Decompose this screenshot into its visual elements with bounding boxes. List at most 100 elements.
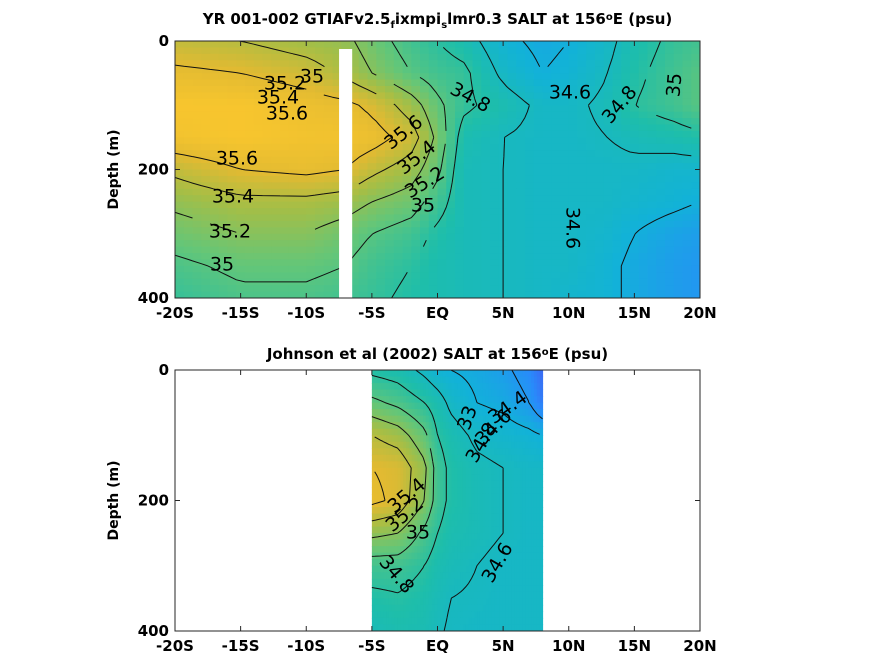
salinity-cell bbox=[525, 163, 535, 171]
salinity-cell bbox=[528, 611, 532, 619]
salinity-cell bbox=[175, 291, 185, 298]
salinity-cell bbox=[665, 227, 675, 235]
salinity-cell bbox=[536, 578, 541, 586]
salinity-cell bbox=[455, 259, 465, 267]
salinity-cell bbox=[481, 208, 491, 216]
salinity-cell bbox=[491, 559, 495, 567]
salinity-cell bbox=[288, 182, 299, 190]
salinity-cell bbox=[374, 526, 379, 534]
salinity-cell bbox=[612, 175, 622, 183]
salinity-cell bbox=[425, 467, 430, 476]
salinity-cell bbox=[595, 220, 605, 228]
salinity-cell bbox=[383, 389, 387, 397]
salinity-cell bbox=[499, 572, 504, 580]
salinity-cell bbox=[481, 163, 491, 171]
salinity-cell bbox=[477, 461, 481, 469]
salinity-cell bbox=[210, 214, 220, 222]
salinity-cell bbox=[271, 143, 281, 151]
salinity-cell bbox=[474, 546, 478, 554]
salinity-cell bbox=[414, 448, 418, 456]
salinity-cell bbox=[358, 137, 369, 145]
salinity-cell bbox=[472, 124, 482, 132]
salinity-cell bbox=[502, 552, 507, 560]
salinity-cell bbox=[374, 611, 379, 619]
salinity-cell bbox=[533, 533, 538, 541]
salinity-cell bbox=[377, 422, 381, 430]
salinity-cell bbox=[388, 370, 393, 378]
salinity-cell bbox=[502, 415, 507, 423]
salinity-cell bbox=[297, 92, 307, 100]
salinity-cell bbox=[482, 500, 487, 508]
salinity-cell bbox=[445, 624, 450, 631]
salinity-cell bbox=[403, 526, 407, 534]
salinity-cell bbox=[183, 98, 194, 106]
salinity-cell bbox=[485, 467, 490, 476]
salinity-cell bbox=[525, 389, 529, 397]
salinity-cell bbox=[403, 539, 407, 547]
salinity-cell bbox=[332, 175, 342, 183]
salinity-cell bbox=[682, 175, 692, 183]
salinity-cell bbox=[638, 47, 649, 55]
salinity-cell bbox=[463, 253, 474, 261]
salinity-cell bbox=[505, 598, 509, 606]
salinity-cell bbox=[440, 546, 444, 554]
salinity-cell bbox=[472, 98, 482, 106]
salinity-cell bbox=[437, 520, 441, 528]
salinity-cell bbox=[183, 150, 194, 158]
salinity-cell bbox=[371, 539, 376, 547]
salinity-cell bbox=[380, 370, 384, 378]
salinity-cell bbox=[533, 617, 538, 626]
salinity-cell bbox=[175, 66, 185, 74]
salinity-cell bbox=[525, 578, 529, 586]
contour-lines bbox=[175, 41, 692, 298]
salinity-cell bbox=[391, 487, 396, 495]
salinity-cell bbox=[367, 265, 377, 273]
salinity-cell bbox=[420, 448, 424, 456]
salinity-cell bbox=[508, 461, 512, 469]
salinity-cell bbox=[402, 265, 412, 273]
salinity-cell bbox=[394, 454, 399, 462]
salinity-cell bbox=[528, 513, 532, 521]
salinity-cell bbox=[474, 493, 478, 502]
salinity-cell bbox=[494, 559, 498, 567]
salinity-cell bbox=[417, 383, 421, 391]
salinity-cell bbox=[586, 278, 596, 286]
salinity-cell bbox=[531, 585, 535, 593]
salinity-cell bbox=[183, 92, 194, 100]
salinity-cell bbox=[350, 60, 360, 68]
salinity-cell bbox=[665, 41, 675, 49]
salinity-cell bbox=[673, 143, 684, 151]
salinity-cell bbox=[612, 111, 622, 119]
salinity-cell bbox=[519, 533, 524, 541]
salinity-cell bbox=[227, 47, 237, 55]
salinity-cell bbox=[428, 163, 439, 171]
salinity-cell bbox=[542, 143, 552, 151]
salinity-cell bbox=[525, 493, 529, 502]
salinity-cell bbox=[201, 246, 211, 254]
salinity-cell bbox=[218, 188, 229, 196]
salinity-cell bbox=[437, 105, 447, 113]
salinity-cell bbox=[402, 111, 412, 119]
salinity-cell bbox=[647, 227, 657, 235]
salinity-cell bbox=[525, 92, 535, 100]
salinity-cell bbox=[393, 188, 404, 196]
salinity-cell bbox=[411, 454, 416, 462]
salinity-cell bbox=[420, 92, 430, 100]
salinity-cell bbox=[525, 98, 535, 106]
salinity-cell bbox=[505, 611, 509, 619]
salinity-cell bbox=[394, 389, 399, 397]
salinity-cell bbox=[630, 124, 640, 132]
salinity-cell bbox=[536, 448, 541, 456]
salinity-cell bbox=[358, 98, 369, 106]
salinity-cell bbox=[428, 188, 439, 196]
salinity-cell bbox=[271, 124, 281, 132]
salinity-cell bbox=[393, 143, 404, 151]
salinity-cell bbox=[385, 73, 395, 81]
salinity-field bbox=[175, 41, 700, 298]
salinity-cell bbox=[332, 227, 342, 235]
salinity-cell bbox=[468, 513, 472, 521]
salinity-cell bbox=[210, 47, 220, 55]
salinity-cell bbox=[183, 47, 194, 55]
salinity-cell bbox=[533, 441, 538, 449]
salinity-cell bbox=[462, 591, 467, 599]
